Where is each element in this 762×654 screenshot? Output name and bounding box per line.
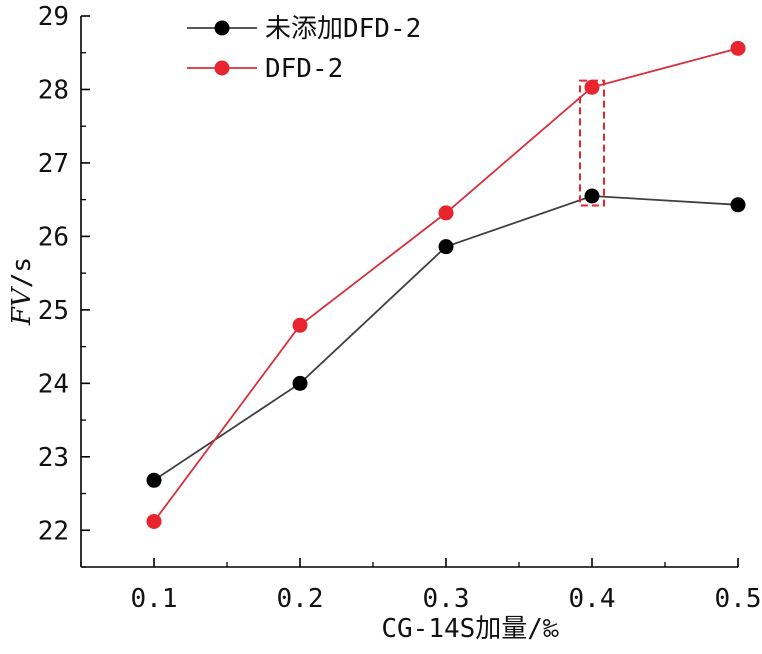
- highlight-layer: [579, 79, 605, 207]
- y-tick-label: 25: [38, 296, 69, 326]
- y-tick-label: 22: [38, 516, 69, 546]
- y-tick-label: 27: [38, 149, 69, 179]
- data-point: [730, 197, 746, 213]
- y-tick-label: 28: [38, 75, 69, 105]
- y-axis-title-variable: FV: [7, 286, 37, 326]
- legend-label: DFD-2: [265, 54, 343, 84]
- data-point: [292, 317, 308, 333]
- y-axis-ticks: 22 23 24 25 26 27 28 29: [38, 2, 90, 568]
- legend-marker: [214, 20, 230, 36]
- legend-marker: [214, 60, 230, 76]
- data-point: [730, 40, 746, 56]
- data-point: [438, 205, 454, 221]
- y-axis-title-unit: /s: [7, 257, 37, 288]
- data-point: [292, 375, 308, 391]
- series-line-2: [153, 47, 739, 522]
- data-point: [146, 513, 162, 529]
- data-point: [584, 188, 600, 204]
- series-layer: [146, 40, 746, 529]
- y-tick-label: 23: [38, 443, 69, 473]
- x-axis-title: CG-14S加量/‰: [381, 614, 559, 644]
- data-point: [438, 239, 454, 255]
- plot-frame: [80, 16, 738, 568]
- legend: 未添加DFD-2 DFD-2: [187, 14, 421, 84]
- y-axis-title: FV/s: [7, 257, 37, 326]
- x-tick-label: 0.2: [277, 584, 324, 614]
- legend-label: 未添加DFD-2: [265, 14, 421, 44]
- highlight-box: [579, 79, 605, 207]
- data-point: [584, 79, 600, 95]
- y-tick-label: 29: [38, 2, 69, 32]
- series-line-1: [153, 195, 739, 482]
- x-tick-label: 0.5: [715, 584, 762, 614]
- y-tick-label: 26: [38, 222, 69, 252]
- x-tick-label: 0.3: [423, 584, 470, 614]
- x-tick-label: 0.1: [131, 584, 178, 614]
- data-point: [146, 472, 162, 488]
- x-tick-label: 0.4: [569, 584, 616, 614]
- x-axis-ticks: 0.1 0.2 0.3 0.4 0.5: [80, 558, 762, 614]
- y-tick-label: 24: [38, 369, 69, 399]
